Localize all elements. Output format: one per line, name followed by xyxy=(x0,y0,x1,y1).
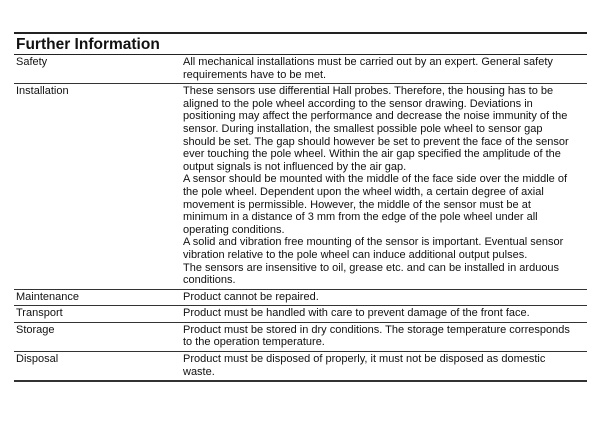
text-line: vibration relative to the pole wheel can… xyxy=(183,248,528,261)
text-line: the pole wheel. Dependent upon the wheel… xyxy=(183,185,544,198)
row-description: These sensors use differential Hall prob… xyxy=(183,85,587,287)
text-line: output signals is not influenced by the … xyxy=(183,160,407,173)
row-label: Storage xyxy=(16,323,55,336)
row-description: Product must be stored in dry conditions… xyxy=(183,324,587,349)
text-line: minimum in a distance of 3 mm from the e… xyxy=(183,211,538,224)
text-line: conditions. xyxy=(183,274,236,287)
text-line: ever touching the pole wheel. Within the… xyxy=(183,148,561,161)
text-line: requirements have to be met. xyxy=(183,68,327,81)
row-description: All mechanical installations must be car… xyxy=(183,56,587,81)
text-line: movement is permissible. However, the mi… xyxy=(183,198,531,211)
text-line: operating conditions. xyxy=(183,223,285,236)
text-line: All mechanical installations must be car… xyxy=(183,56,553,68)
row-description: Product must be disposed of properly, it… xyxy=(183,353,587,378)
text-line: Product must be disposed of properly, it… xyxy=(183,353,546,366)
row-label: Transport xyxy=(16,307,63,320)
text-line: aligned to the pole wheel according to t… xyxy=(183,97,533,110)
table-title: Further Information xyxy=(14,32,587,55)
text-line: Product must be stored in dry conditions… xyxy=(183,323,570,336)
text-line: positioning may affect the performance a… xyxy=(183,110,568,123)
text-line: A sensor should be mounted with the midd… xyxy=(183,173,568,186)
text-line: Product cannot be repaired. xyxy=(183,290,319,303)
row-label: Installation xyxy=(16,85,69,98)
text-line: waste. xyxy=(183,365,215,378)
table-body: Safety All mechanical installations must … xyxy=(14,55,587,383)
further-information-table: Further Information Safety All mechanical… xyxy=(14,32,587,383)
table-row-storage: Storage Product must be stored in dry con… xyxy=(14,323,587,353)
text-line: to the operation temperature. xyxy=(183,336,325,349)
row-label: Safety xyxy=(16,56,48,68)
row-description: Product must be handled with care to pre… xyxy=(183,307,587,320)
text-line: A solid and vibration free mounting of t… xyxy=(183,236,564,249)
row-label: Maintenance xyxy=(16,290,79,303)
table-row-transport: Transport Product must be handled with ca… xyxy=(14,306,587,323)
text-line: These sensors use differential Hall prob… xyxy=(183,85,554,98)
text-line: sensor. During installation, the smalles… xyxy=(183,122,543,135)
table-row-disposal: Disposal Product must be disposed of prop… xyxy=(14,352,587,383)
table-row-installation: Installation These sensors use differenti… xyxy=(14,84,587,290)
text-line: Product must be handled with care to pre… xyxy=(183,307,530,320)
text-line: The sensors are insensitive to oil, grea… xyxy=(183,261,560,274)
row-label: Disposal xyxy=(16,353,59,366)
row-description: Product cannot be repaired. xyxy=(183,291,587,304)
table-row-safety: Safety All mechanical installations must … xyxy=(14,55,587,85)
text-line: should be set. The gap should however be… xyxy=(183,135,569,148)
table-row-maintenance: Maintenance Product cannot be repaired. xyxy=(14,290,587,307)
